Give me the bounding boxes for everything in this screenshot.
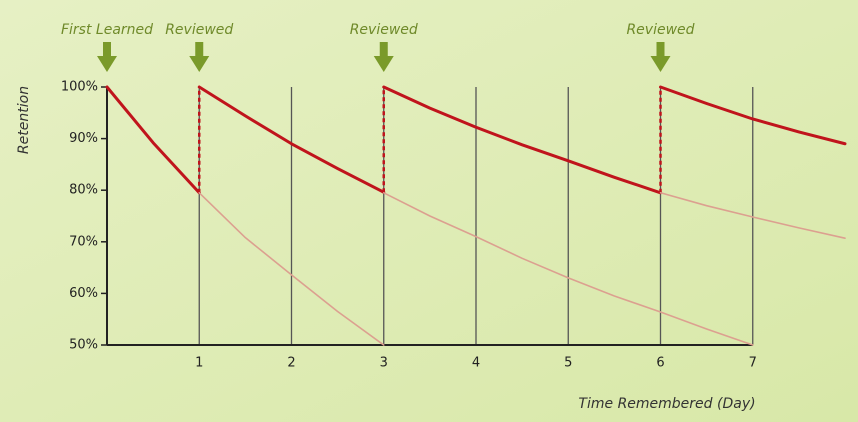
annotation: Reviewed [350,22,418,38]
retention-line [105,85,847,195]
annotation: First Learned [61,22,153,38]
arrow [650,42,671,72]
retention-line [198,191,846,346]
arrow [97,42,117,72]
y-tick-label: 60% [69,286,98,301]
arrow [373,42,394,72]
x-tick-label: 5 [564,356,572,371]
x-axis-label: Time Remembered (Day) [578,396,755,412]
x-tick-label: 2 [287,356,295,371]
x-tick-label: 7 [749,356,757,371]
y-tick-label: 50% [69,338,98,353]
y-tick-label: 80% [69,183,98,198]
annotation: Reviewed [165,22,233,38]
annotation: Reviewed [626,22,694,38]
x-tick-label: 6 [656,356,664,371]
y-tick-label: 100% [61,80,98,95]
y-tick-label: 90% [69,131,98,146]
y-axis-label: Retention [16,86,32,154]
x-tick-label: 4 [472,356,480,371]
y-tick-label: 70% [69,234,98,249]
x-tick-label: 3 [380,356,388,371]
arrow [189,42,210,72]
x-tick-label: 1 [195,356,203,371]
